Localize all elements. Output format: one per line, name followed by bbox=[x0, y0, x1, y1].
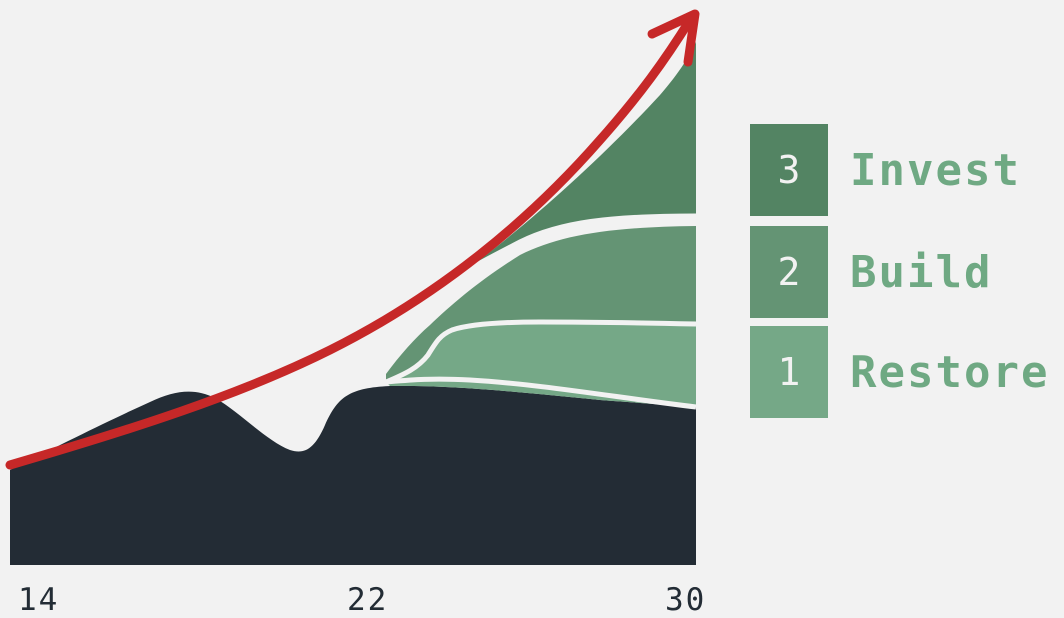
base-area bbox=[10, 385, 696, 565]
x-tick-14: 14 bbox=[18, 582, 60, 618]
trend-arrow-line bbox=[5, 15, 695, 470]
invest-area bbox=[455, 42, 696, 278]
legend-label-restore: Restore bbox=[850, 346, 1050, 398]
restore-area bbox=[386, 322, 696, 407]
build-area bbox=[386, 226, 696, 382]
legend-box-invest: 3 bbox=[750, 124, 828, 216]
trend-arrowhead bbox=[647, 9, 700, 67]
legend-box-build: 2 bbox=[750, 226, 828, 318]
separator-line-restore-build bbox=[385, 319, 697, 385]
separator-line-base bbox=[385, 376, 697, 410]
legend-label-build: Build bbox=[850, 246, 993, 298]
legend-box-restore: 1 bbox=[750, 326, 828, 418]
x-tick-30: 30 bbox=[665, 582, 707, 618]
x-tick-22: 22 bbox=[347, 582, 389, 618]
legend-label-invest: Invest bbox=[850, 144, 1021, 196]
separator-line-build-invest bbox=[453, 213, 697, 281]
